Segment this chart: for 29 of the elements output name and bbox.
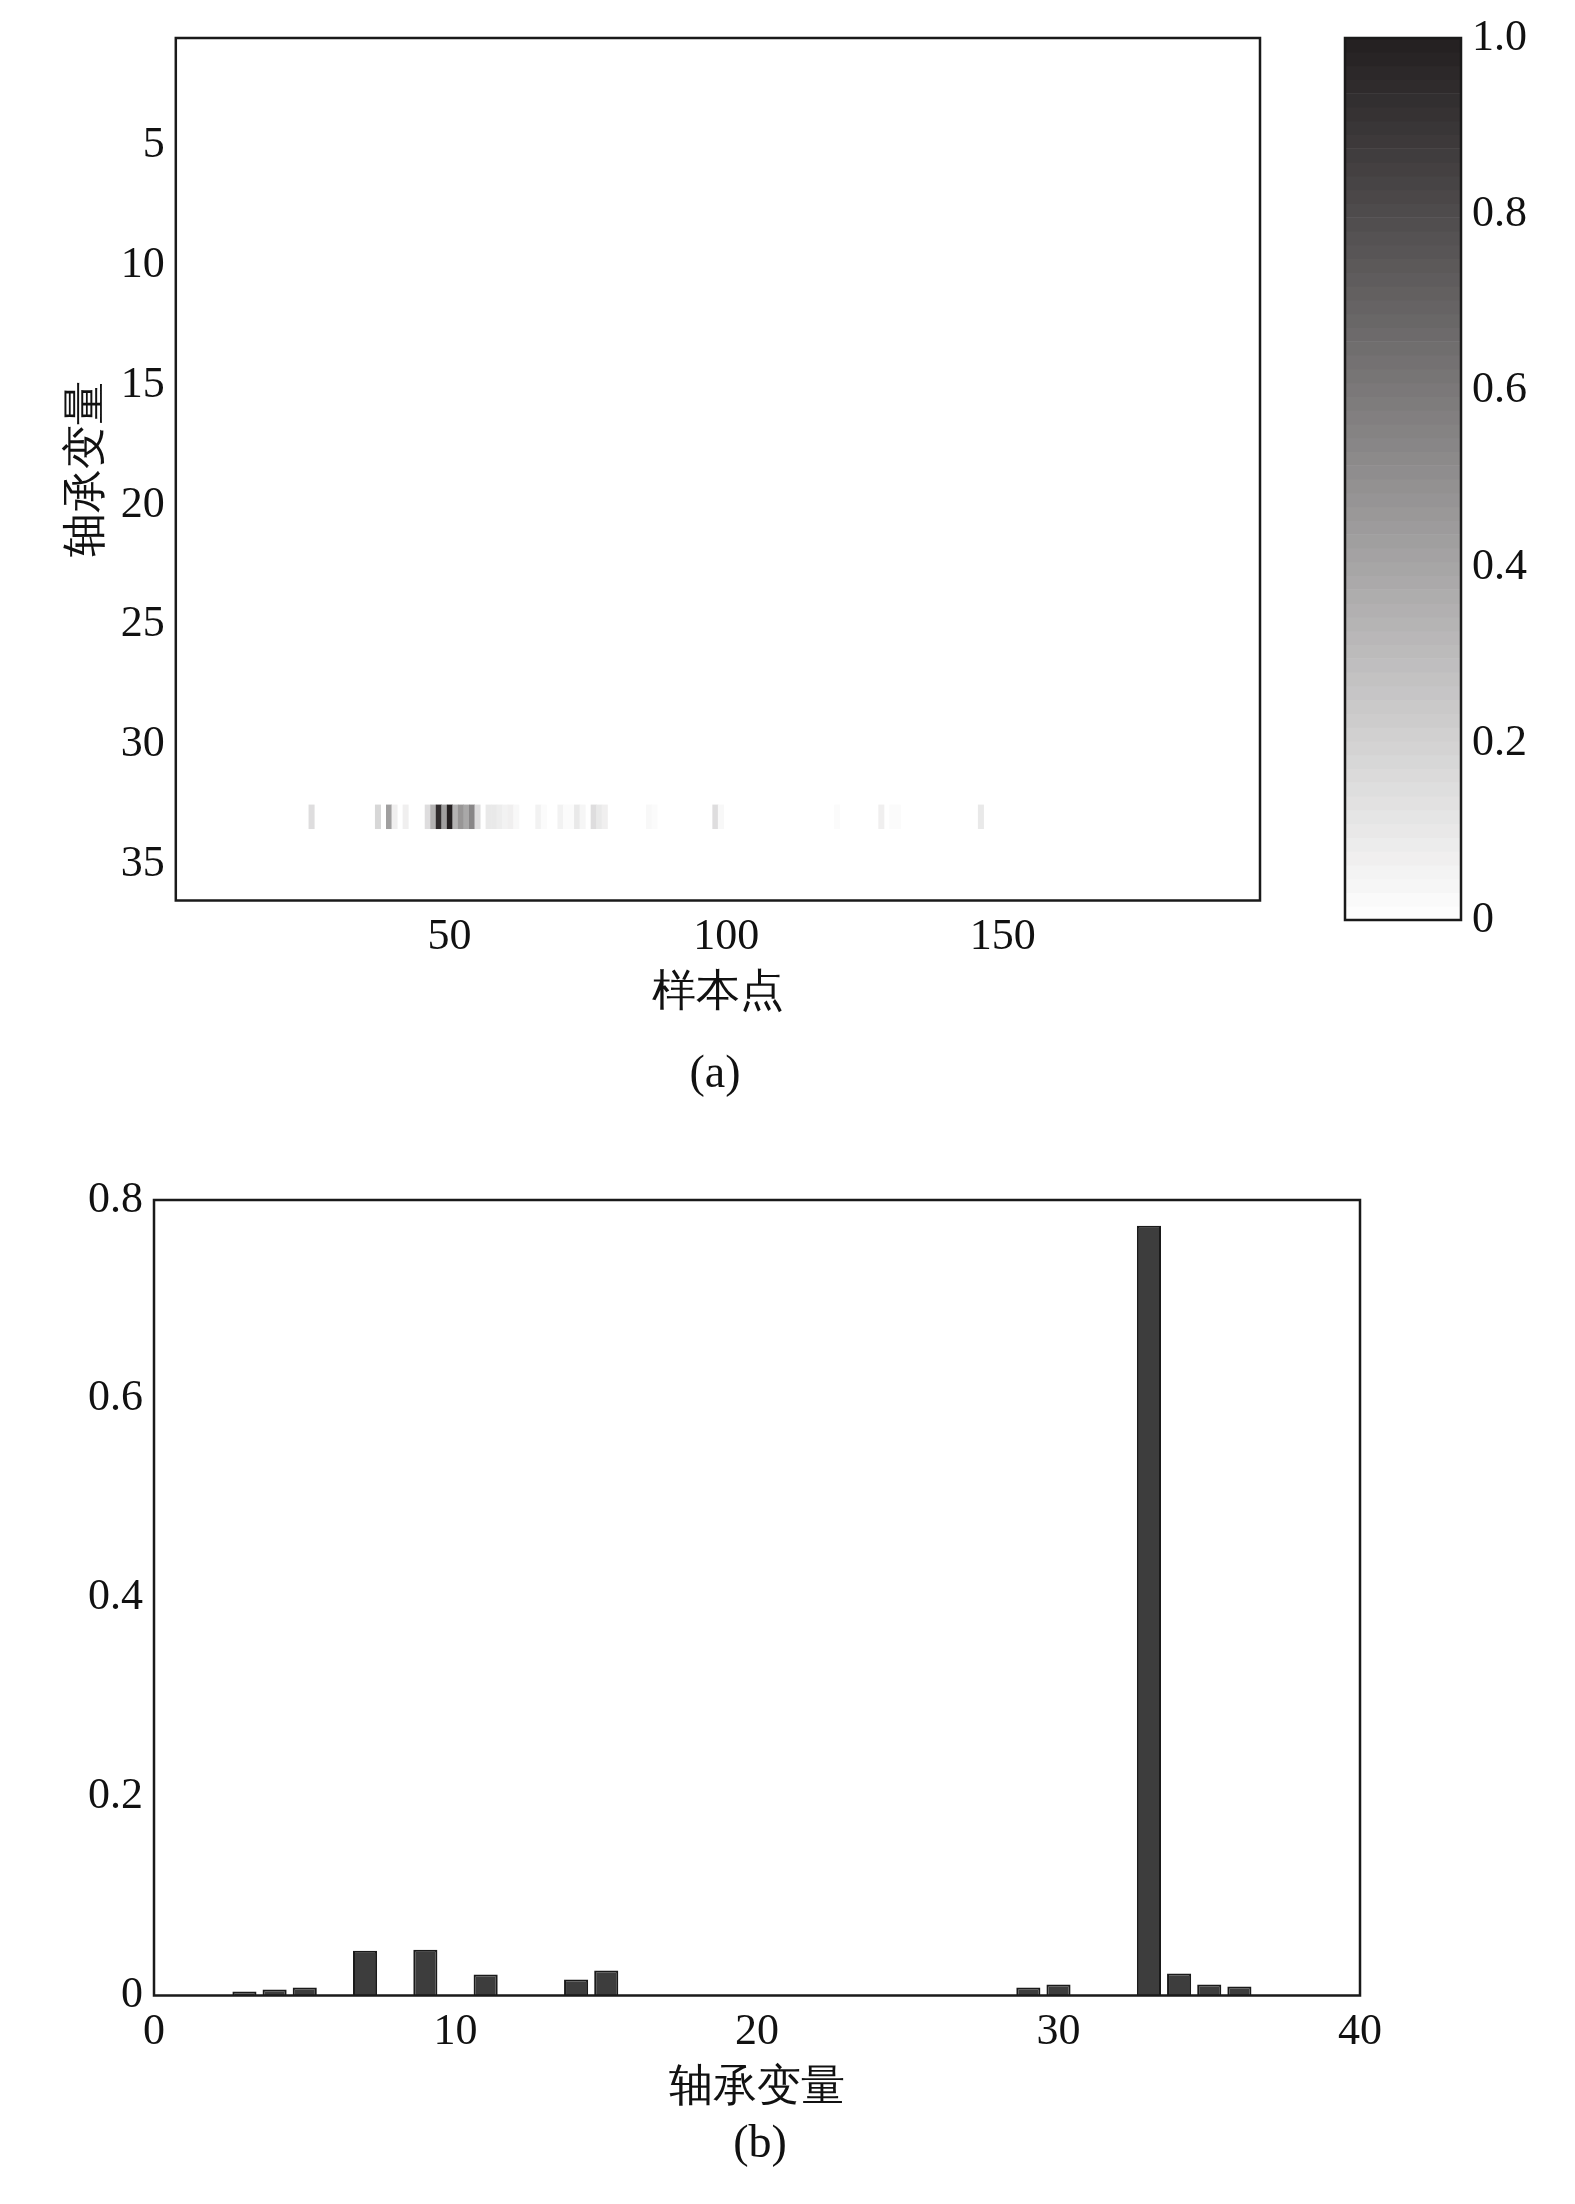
color-bar-label: 1.0 <box>1472 10 1527 60</box>
y-tick-label: 10 <box>120 238 165 288</box>
x-tick-label: 20 <box>735 2005 779 2055</box>
color-bar-label: 0.2 <box>1472 716 1527 766</box>
x-axis-title: 样本点 <box>651 964 784 1016</box>
y-tick-label: 0.8 <box>88 1172 143 1222</box>
x-tick-label: 30 <box>1036 2005 1081 2055</box>
x-tick-label: 100 <box>693 910 760 960</box>
y-tick-label: 35 <box>120 837 165 887</box>
x-tick-label: 40 <box>1338 2005 1382 2055</box>
y-tick-label: 0.2 <box>88 1769 143 1819</box>
x-axis-title: 轴承变量 <box>669 2059 845 2111</box>
text: (a) <box>689 1045 741 1098</box>
color-bar-label: 0.6 <box>1472 363 1527 413</box>
color-bar-label: 0.8 <box>1472 186 1527 236</box>
y-tick-label: 0.4 <box>88 1570 143 1620</box>
text: (b) <box>733 2115 787 2168</box>
y-tick-label: 30 <box>120 717 165 767</box>
y-tick-label: 20 <box>120 477 165 527</box>
y-axis-title: 轴承变量 <box>57 381 109 558</box>
color-bar-label: 0.4 <box>1472 539 1527 589</box>
y-tick-label: 0 <box>121 1967 143 2017</box>
x-tick-label: 150 <box>969 910 1036 960</box>
y-tick-label: 25 <box>120 597 165 647</box>
y-tick-label: 15 <box>120 357 165 407</box>
y-tick-label: 0.6 <box>88 1371 143 1421</box>
x-tick-label: 50 <box>427 910 472 960</box>
x-tick-label: 10 <box>433 2005 478 2055</box>
y-tick-label: 5 <box>142 118 165 168</box>
